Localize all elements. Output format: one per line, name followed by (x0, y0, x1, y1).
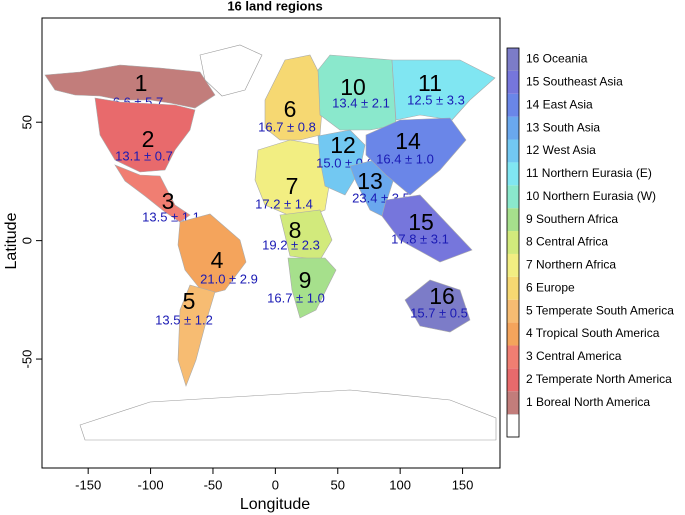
legend-cell (507, 276, 519, 300)
region-shape (391, 59, 496, 121)
x-axis-label: Longitude (240, 496, 310, 513)
legend-label: 16 Oceania (526, 52, 588, 66)
region-number: 9 (299, 267, 312, 293)
x-tick-label: -50 (204, 477, 223, 492)
legend: 1 Boreal North America 2 Temperate North … (506, 47, 674, 438)
region-number: 12 (330, 132, 356, 158)
legend-label: 1 Boreal North America (526, 395, 650, 409)
legend-label: 6 Europe (526, 280, 575, 294)
legend-label: 11 Northern Eurasia (E) (526, 166, 652, 180)
legend-cell (507, 48, 519, 71)
legend-label: 14 East Asia (526, 97, 593, 111)
legend-label: 3 Central America (526, 349, 622, 363)
legend-label: 15 Southeast Asia (526, 74, 623, 88)
region-number: 1 (135, 70, 148, 96)
region-number: 15 (408, 209, 434, 235)
region-number: 16 (429, 283, 455, 309)
legend-cell (507, 208, 519, 232)
legend-frame (506, 47, 520, 438)
legend-label: 2 Temperate North America (526, 372, 672, 386)
legend-cell (507, 139, 519, 163)
legend-label: 4 Tropical South America (526, 326, 660, 340)
x-tick-label: 50 (331, 477, 345, 492)
region-label: 19.2 ± 2.3 (262, 237, 320, 252)
legend-cell (507, 162, 519, 186)
region-label: 16.7 ± 1.0 (267, 290, 325, 305)
region-label: 13.1 ± 0.7 (115, 148, 173, 163)
region-number: 10 (340, 74, 366, 100)
region-label: 15.7 ± 0.5 (410, 305, 468, 320)
legend-label: 13 South Asia (526, 120, 600, 134)
legend-cell (507, 299, 519, 323)
legend-label: 9 Southern Africa (526, 212, 618, 226)
legend-label: 12 West Asia (526, 143, 596, 157)
region-shape (404, 279, 471, 333)
y-tick-label: 0 (19, 237, 34, 244)
region-label: 17.8 ± 3.1 (391, 231, 449, 246)
legend-cell (507, 253, 519, 277)
region-label: 13.4 ± 2.1 (332, 95, 390, 110)
region-label: 13.5 ± 1.2 (155, 312, 213, 327)
x-tick-label: -150 (75, 477, 101, 492)
region-number: 4 (211, 247, 224, 273)
region-shape (264, 54, 323, 141)
region-label: 21.0 ± 2.9 (200, 271, 258, 286)
region-shape (287, 257, 337, 319)
region-shape (177, 284, 216, 387)
legend-cell (507, 345, 519, 369)
region-shape (94, 97, 196, 173)
legend-label: 10 Northern Eurasia (W) (526, 189, 656, 203)
region-label: 16.4 ± 1.0 (376, 151, 434, 166)
region-label: 12.5 ± 3.3 (407, 92, 465, 107)
region-label: 16.7 ± 0.8 (258, 119, 316, 134)
legend-cell (507, 368, 519, 392)
x-tick-label: 100 (389, 477, 411, 492)
region-number: 5 (183, 288, 196, 314)
legend-cell (507, 70, 519, 94)
region-number: 14 (395, 128, 421, 154)
legend-cell (507, 116, 519, 140)
plot-frame (41, 17, 501, 469)
region-number: 3 (162, 188, 175, 214)
region-number: 8 (289, 217, 302, 243)
legend-label: 8 Central Africa (526, 235, 608, 249)
legend-cell (506, 413, 520, 438)
region-shape (279, 209, 333, 261)
landmass (79, 44, 497, 441)
region-number: 6 (284, 96, 297, 122)
region-shape (177, 213, 247, 296)
y-axis-label: Latitude (3, 212, 20, 269)
legend-cell (507, 93, 519, 117)
title: 16 land regions (227, 0, 322, 13)
region-shape (365, 117, 467, 196)
region-number: 7 (286, 173, 299, 199)
legend-label: 7 Northern Africa (526, 258, 616, 272)
region-shape (317, 129, 366, 196)
legend-label: 5 Temperate South America (526, 303, 674, 317)
y-tick-label: -50 (19, 350, 34, 369)
region-number: 11 (418, 70, 442, 96)
region-shape (114, 164, 191, 223)
legend-cell (507, 322, 519, 346)
region-label: 17.2 ± 1.4 (255, 196, 313, 211)
region-shape (254, 139, 331, 221)
region-shape (381, 194, 473, 263)
x-tick-label: -100 (138, 477, 164, 492)
legend-cell (507, 185, 519, 209)
antarctica (79, 389, 497, 441)
y-tick-label: 50 (19, 115, 34, 129)
legend-cell (507, 231, 519, 254)
region-shape (44, 64, 216, 109)
x-tick-label: 0 (272, 477, 279, 492)
x-tick-label: 150 (452, 477, 474, 492)
region-number: 13 (357, 168, 383, 194)
region-number: 2 (142, 126, 155, 152)
legend-cell (507, 391, 519, 415)
